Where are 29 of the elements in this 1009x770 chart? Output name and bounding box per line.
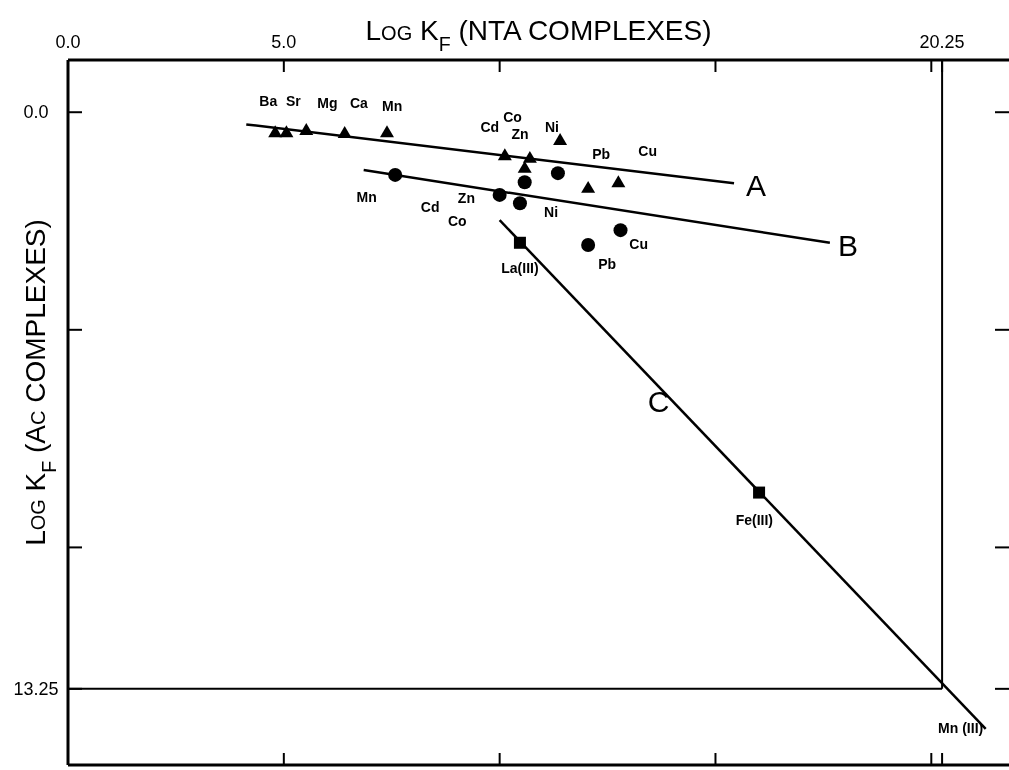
x-tick-label: 5.0 [271, 32, 297, 52]
annotation: Ni [544, 203, 559, 220]
annotation: Mn (III) [938, 719, 984, 736]
annotation: Fe(III) [735, 512, 773, 528]
annotation: Ba [259, 92, 278, 109]
annotation: Pb [598, 255, 617, 272]
annotation: B [837, 228, 858, 262]
annotation: Cu [629, 235, 648, 252]
annotation: Zn [457, 189, 475, 206]
y-tick-label: 13.25 [13, 678, 59, 699]
annotation: Sr [285, 92, 302, 109]
annotation: Pb [592, 146, 611, 163]
annotation: Ca [349, 95, 369, 112]
annotation: Mn [382, 98, 403, 115]
annotation: Zn [511, 125, 529, 142]
annotation: Cu [638, 142, 658, 159]
annotation: Mg [317, 95, 338, 112]
annotation: Cd [480, 119, 500, 136]
annotation: Mn [356, 188, 377, 205]
annotation: C [647, 384, 670, 418]
annotation: Ni [544, 119, 559, 136]
annotation: Co [503, 109, 522, 126]
annotation: A [746, 168, 767, 202]
annotation: Co [448, 212, 467, 229]
annotation: Cd [420, 198, 440, 215]
x-axis-title: Log K$_{F}$ (NTA COMPLEXES) [365, 15, 712, 55]
x-tick-label: 20.25 [919, 32, 965, 52]
x-tick-label: 0.0 [55, 32, 81, 52]
annotation: La(III) [501, 260, 539, 277]
